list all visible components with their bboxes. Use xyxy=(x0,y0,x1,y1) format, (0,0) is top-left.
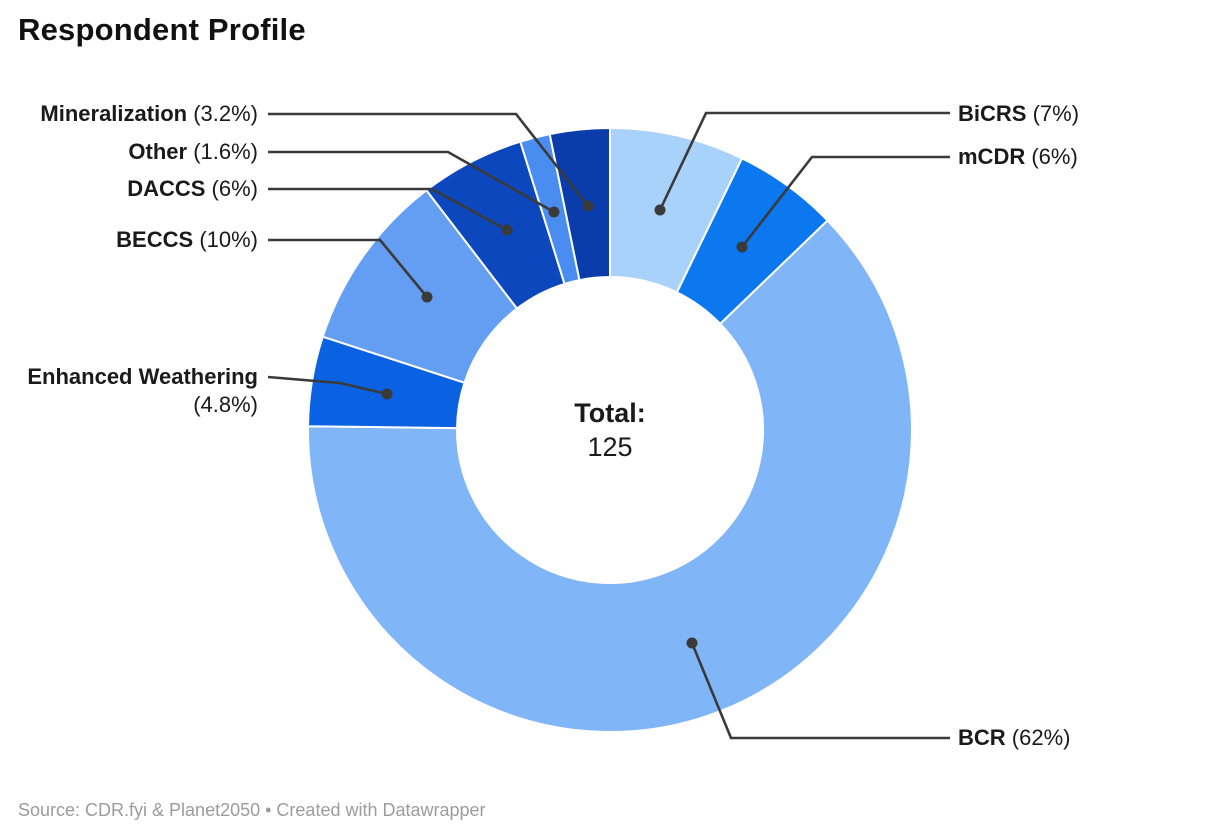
leader-line-bcr xyxy=(690,642,950,740)
segment-mineralization[interactable] xyxy=(548,127,611,282)
label-bicrs: BiCRS (7%) xyxy=(958,100,1079,128)
segment-percent: (4.8%) xyxy=(193,392,258,417)
leader-line-daccs xyxy=(268,187,508,232)
leader-line-bicrs xyxy=(658,111,950,211)
leader-dot-mcdr xyxy=(736,241,748,253)
total-value: 125 xyxy=(587,432,633,462)
donut-center-total: Total: 125 xyxy=(460,396,760,464)
leader-dot-mineralization xyxy=(582,200,594,212)
segment-percent: (62%) xyxy=(1011,725,1071,750)
leader-line-mineralization xyxy=(268,112,590,207)
segment-percent: (7%) xyxy=(1032,101,1080,126)
segment-name: BCR xyxy=(958,725,1006,750)
leader-dot-daccs xyxy=(501,224,513,236)
segment-bcr[interactable] xyxy=(307,219,913,733)
total-label: Total: xyxy=(574,398,646,428)
leader-dot-bicrs xyxy=(654,204,666,216)
label-other: Other (1.6%) xyxy=(128,138,258,166)
source-attribution: Source: CDR.fyi & Planet2050 • Created w… xyxy=(18,800,486,820)
segment-percent: (6%) xyxy=(211,176,258,201)
segment-name: DACCS xyxy=(127,176,206,201)
label-mcdr: mCDR (6%) xyxy=(958,143,1078,171)
label-mineralization: Mineralization (3.2%) xyxy=(40,100,258,128)
segment-percent: (6%) xyxy=(1031,144,1078,169)
label-bcr: BCR (62%) xyxy=(958,724,1070,752)
label-beccs: BECCS (10%) xyxy=(116,226,258,254)
label-daccs: DACCS (6%) xyxy=(127,175,258,203)
leader-dot-other xyxy=(548,206,560,218)
leader-line-enhanced-weathering xyxy=(267,375,388,396)
leader-line-mcdr xyxy=(740,155,950,248)
leader-dot-enhanced-weathering xyxy=(381,388,393,400)
leader-dot-bcr xyxy=(686,637,698,649)
segment-name: Other xyxy=(128,139,188,164)
segment-name: Mineralization xyxy=(40,101,188,126)
label-enhanced-weathering: Enhanced Weathering (4.8%) xyxy=(13,363,258,419)
chart-title: Respondent Profile xyxy=(18,12,306,47)
segment-name: Enhanced Weathering xyxy=(27,364,258,389)
leader-line-other xyxy=(268,150,555,214)
segment-name: BiCRS xyxy=(958,101,1027,126)
segment-percent: (1.6%) xyxy=(193,139,258,164)
segment-percent: (10%) xyxy=(199,227,258,252)
segment-name: mCDR xyxy=(958,144,1026,169)
segment-name: BECCS xyxy=(116,227,194,252)
segment-percent: (3.2%) xyxy=(193,101,258,126)
leader-line-beccs xyxy=(268,238,429,298)
leader-dot-beccs xyxy=(421,291,433,303)
